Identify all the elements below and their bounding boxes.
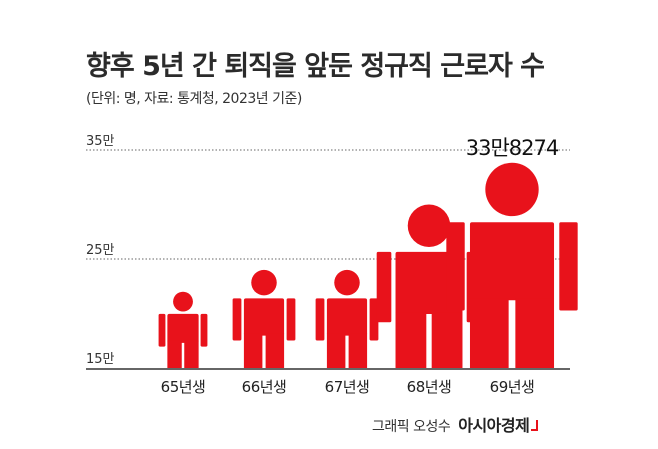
person-icon [315, 269, 379, 368]
value-annotation: 33만8274 [466, 136, 559, 160]
person-icon [446, 162, 578, 368]
y-tick-label: 35만 [86, 134, 115, 149]
graphic-credit: 그래픽 오성수 [372, 419, 451, 435]
x-category-label: 65년생 [161, 378, 206, 396]
brand-logo: 아시아경제 [458, 416, 530, 435]
y-tick-label: 15만 [86, 352, 115, 367]
chart-title: 향후 5년 간 퇴직을 앞둔 정규직 근로자 수 [86, 51, 545, 82]
person-icon [158, 291, 208, 368]
credit: 그래픽 오성수 아시아경제 [372, 412, 539, 436]
chart-subtitle: (단위: 명, 자료: 통계청, 2023년 기준) [86, 91, 302, 107]
x-category-label: 66년생 [242, 378, 287, 396]
x-category-label: 69년생 [490, 378, 535, 396]
person-icon [376, 204, 482, 368]
brand-mark-icon [531, 420, 539, 431]
person-icon [232, 269, 296, 368]
x-category-label: 67년생 [325, 378, 370, 396]
x-category-label: 68년생 [407, 378, 452, 396]
y-tick-label: 25만 [86, 243, 115, 258]
